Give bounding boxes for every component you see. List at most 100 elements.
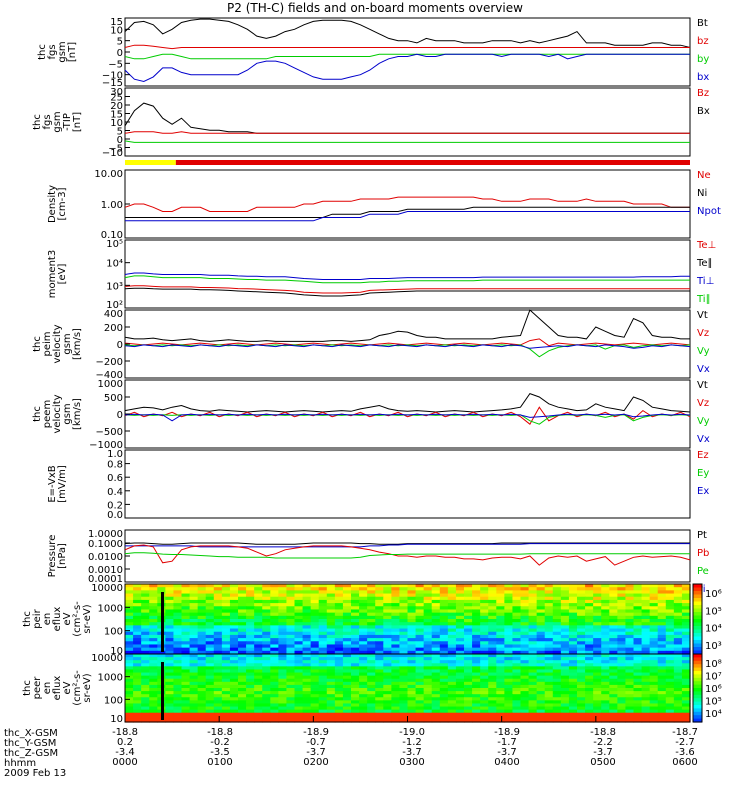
- heatmap-cell: [528, 718, 538, 723]
- colorbar-cell: [693, 691, 702, 696]
- heatmap-cell: [415, 599, 425, 604]
- heatmap-cell: [536, 715, 546, 720]
- heatmap-cell: [229, 666, 239, 671]
- heatmap-cell: [560, 599, 570, 604]
- heatmap-cell: [673, 678, 683, 683]
- heatmap-cell: [391, 584, 401, 588]
- heatmap-cell: [173, 628, 183, 633]
- colorbar-cell: [693, 601, 702, 606]
- heatmap-cell: [480, 596, 489, 601]
- heatmap-cell: [617, 606, 627, 611]
- heatmap-cell: [423, 641, 433, 646]
- heatmap-cell: [681, 660, 691, 664]
- heatmap-cell: [657, 709, 667, 714]
- heatmap-cell: [318, 706, 328, 711]
- heatmap-cell: [141, 709, 150, 714]
- heatmap-cell: [593, 612, 602, 617]
- heatmap-cell: [133, 625, 142, 630]
- heatmap-cell: [415, 654, 425, 658]
- heatmap-cell: [496, 684, 505, 689]
- colorbar-cell: [693, 594, 702, 599]
- heatmap-cell: [375, 631, 384, 636]
- heatmap-cell: [496, 650, 505, 655]
- heatmap-cell: [133, 672, 142, 677]
- heatmap-cell: [342, 584, 352, 588]
- heatmap-cell: [359, 697, 368, 701]
- heatmap-cell: [560, 718, 570, 723]
- heatmap-cell: [641, 654, 651, 658]
- heatmap-cell: [609, 615, 618, 620]
- heatmap-cell: [447, 657, 457, 661]
- heatmap-cell: [262, 641, 271, 646]
- heatmap-cell: [520, 606, 530, 611]
- heatmap-cell: [649, 584, 659, 588]
- heatmap-cell: [552, 718, 562, 723]
- series-line-pi: [125, 543, 690, 548]
- heatmap-cell: [641, 709, 651, 714]
- heatmap-cell: [536, 697, 546, 701]
- heatmap-cell: [165, 675, 175, 680]
- heatmap-cell: [205, 619, 215, 623]
- heatmap-cell: [423, 700, 433, 705]
- heatmap-cell: [399, 634, 409, 639]
- heatmap-cell: [520, 638, 530, 642]
- heatmap-cell: [407, 657, 417, 661]
- heatmap-cell: [367, 609, 376, 614]
- heatmap-cell: [681, 650, 691, 655]
- heatmap-cell: [625, 672, 635, 677]
- heatmap-cell: [334, 709, 344, 714]
- heatmap-cell: [238, 666, 247, 671]
- heatmap-cell: [165, 688, 175, 692]
- heatmap-cell: [423, 669, 433, 674]
- heatmap-cell: [246, 615, 255, 620]
- footer-y-value: -1.7: [497, 737, 517, 748]
- heatmap-cell: [536, 631, 546, 636]
- heatmap-cell: [609, 647, 618, 652]
- y-axis-label: E=-VxB [mV/m]: [47, 465, 68, 503]
- heatmap-cell: [294, 660, 304, 664]
- heatmap-cell: [407, 641, 417, 646]
- heatmap-cell: [617, 678, 627, 683]
- heatmap-cell: [205, 672, 215, 677]
- heatmap-cell: [407, 675, 417, 680]
- heatmap-cell: [488, 718, 497, 723]
- heatmap-cell: [294, 650, 304, 655]
- heatmap-cell: [649, 638, 659, 642]
- y-tick-label: −10: [102, 71, 123, 82]
- heatmap-cell: [665, 660, 675, 664]
- heatmap-cell: [278, 612, 288, 617]
- heatmap-cell: [415, 709, 425, 714]
- heatmap-cell: [318, 625, 328, 630]
- heatmap-cell: [383, 650, 392, 655]
- heatmap-cell: [552, 654, 562, 658]
- heatmap-cell: [133, 596, 142, 601]
- heatmap-cell: [181, 694, 191, 698]
- heatmap-cell: [270, 641, 279, 646]
- heatmap-cell: [383, 654, 392, 658]
- colorbar-tick-label: 10³: [705, 641, 722, 652]
- heatmap-cell: [173, 650, 183, 655]
- heatmap-cell: [423, 590, 433, 595]
- heatmap-cell: [197, 712, 207, 717]
- heatmap-cell: [205, 678, 215, 683]
- heatmap-cell: [544, 631, 554, 636]
- heatmap-cell: [681, 709, 691, 714]
- heatmap-cell: [415, 587, 425, 591]
- heatmap-cell: [326, 619, 336, 623]
- heatmap-cell: [149, 599, 158, 604]
- y-tick-label: 0.2: [107, 500, 123, 511]
- heatmap-cell: [657, 700, 667, 705]
- heatmap-cell: [464, 675, 473, 680]
- heatmap-cell: [544, 625, 554, 630]
- heatmap-cell: [407, 709, 417, 714]
- heatmap-cell: [609, 644, 618, 649]
- heatmap-cell: [657, 606, 667, 611]
- heatmap-cell: [552, 622, 562, 626]
- y-tick-label: 1.0000: [88, 529, 123, 540]
- heatmap-cell: [601, 672, 610, 677]
- heatmap-cell: [399, 650, 409, 655]
- heatmap-cell: [302, 587, 312, 591]
- heatmap-cell: [221, 709, 231, 714]
- heatmap-cell: [391, 606, 401, 611]
- heatmap-cell: [496, 599, 505, 604]
